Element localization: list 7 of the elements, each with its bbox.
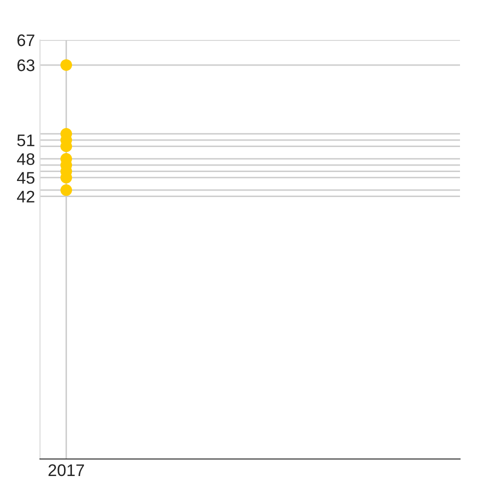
y-tick-label: 51 [17,134,34,146]
y-tick-label: 48 [16,153,34,166]
y-tick-label: 42 [16,190,34,202]
y-tick-label: 67 [17,34,34,46]
x-tick-label: 2017 [48,464,84,476]
y-tick-label: 45 [16,172,34,184]
y-tick-label: 63 [17,59,34,72]
